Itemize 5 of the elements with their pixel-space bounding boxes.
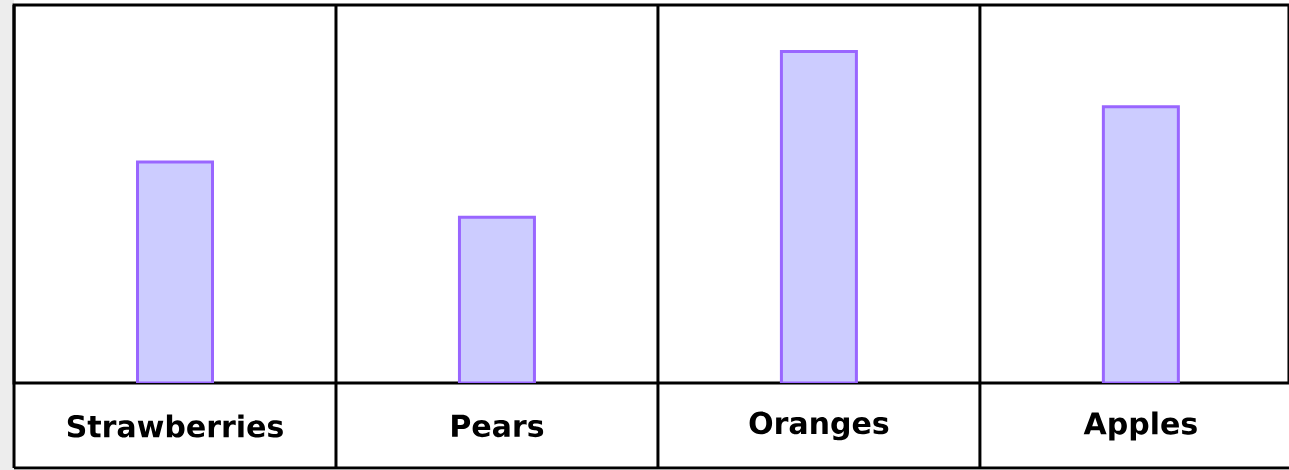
x-tick-label: Apples bbox=[1083, 411, 1197, 441]
x-tick-label: Oranges bbox=[749, 411, 889, 441]
x-tick-label: Pears bbox=[452, 414, 544, 438]
x-tick-label: Strawberries bbox=[67, 414, 283, 438]
bar bbox=[136, 160, 214, 383]
